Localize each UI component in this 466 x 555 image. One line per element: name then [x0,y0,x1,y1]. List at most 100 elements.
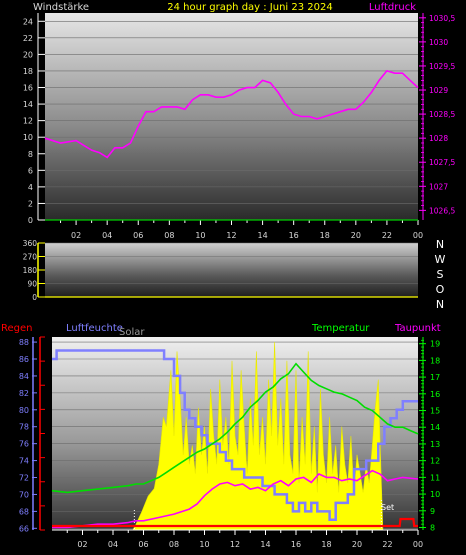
sunset-annotation: Set [381,503,394,512]
tick-label: 0 [28,216,33,225]
chart-title: 24 hour graph day : Juni 23 2024 [167,2,333,13]
tick-label: 14 [23,100,33,109]
tick-label: 00 [413,231,423,240]
tick-label: 18 [430,356,440,365]
tick-label: 9 [430,507,435,516]
tick-label: 72 [19,474,29,483]
tick-label: 90 [27,280,37,289]
compass-label: N [436,238,444,251]
pressure-axis: 1026,5 1027 1027,5 1028 1028,5 1029 1029,5 1030… [419,13,455,220]
tick-label: 16 [289,231,299,240]
tick-label: 270 [23,253,38,262]
tick-label: 12 [23,117,33,126]
time-axis-top: 02 04 06 08 10 12 14 16 18 20 22 00 [45,219,423,240]
tick-label: 1029 [429,86,448,95]
tick-label: 10 [430,490,440,499]
tick-label: 02 [71,231,81,240]
tick-label: 2 [28,199,33,208]
tick-label: 18 [23,67,33,76]
tick-label: 1029,5 [429,62,455,71]
tick-label: 14 [430,423,440,432]
solar-area [52,341,418,531]
tick-label: 10 [199,540,209,549]
tick-label: 70 [19,490,29,499]
tick-label: 1028 [429,134,448,143]
tick-label: 12 [230,540,240,549]
tick-label: 10 [23,133,33,142]
tick-label: 18 [321,540,331,549]
humidity-line [52,349,418,522]
tick-label: 1030,5 [429,14,455,23]
tick-label: 06 [138,540,148,549]
compass-label: N [436,298,444,311]
tick-label: 1030 [429,38,448,47]
tick-label: 84 [19,372,29,381]
tick-label: 1027 [429,182,448,191]
tick-label: 74 [19,457,29,466]
tick-label: 14 [257,231,267,240]
wind-pressure-grid [45,20,418,221]
tick-label: 68 [19,507,29,516]
tick-label: 88 [19,338,29,347]
tick-label: 06 [133,231,143,240]
tick-label: 02 [77,540,87,549]
tick-label: 1028,5 [429,110,455,119]
climate-series [51,341,419,531]
tick-label: 22 [23,34,33,43]
legend-dewpoint: Taupunkt [394,323,441,334]
tick-label: 24 [23,17,33,26]
tick-label: 12 [430,457,440,466]
wind-pressure-series [44,69,419,221]
wind-pressure-plot-area [45,13,418,220]
tick-label: 22 [382,231,392,240]
pressure-line [44,69,419,159]
tick-label: 18 [320,231,330,240]
tick-label: 14 [260,540,270,549]
tick-label: 8 [28,150,33,159]
wind-strength-label: Windstärke [33,2,89,13]
tick-label: 08 [169,540,179,549]
tick-label: 8 [430,523,435,532]
tick-label: 16 [430,390,440,399]
tick-label: 04 [102,231,112,240]
tick-label: 00 [413,540,423,549]
tick-label: 12 [226,231,236,240]
humidity-axis: 66 68 70 72 74 76 78 80 82 84 86 88 [19,336,45,533]
legend-solar: Solar [119,327,145,338]
tick-label: 17 [430,373,440,382]
tick-label: 86 [19,355,29,364]
tick-label: 6 [28,166,33,175]
temperature-line [51,362,419,494]
tick-label: 1026,5 [429,206,455,215]
tick-label: 08 [164,231,174,240]
legend-rain: Regen [1,323,33,334]
tick-label: 1027,5 [429,158,455,167]
tick-label: 180 [23,266,38,275]
legend-humidity: Luftfeuchte [66,323,123,334]
compass-label: O [436,283,445,296]
tick-label: 13 [430,440,440,449]
tick-label: 76 [19,440,29,449]
tick-label: 20 [23,50,33,59]
tick-label: 80 [19,406,29,415]
tick-label: 22 [382,540,392,549]
temperature-axis: 8 9 10 11 12 13 14 15 16 17 18 19 [419,337,440,532]
tick-label: 11 [430,473,440,482]
tick-label: 16 [291,540,301,549]
tick-label: 4 [28,183,33,192]
tick-label: 16 [23,84,33,93]
compass-label: S [437,268,444,281]
tick-label: 78 [19,423,29,432]
time-axis-bottom: 02 04 06 08 10 12 14 16 18 20 22 00 [52,529,423,549]
tick-label: 04 [108,540,118,549]
tick-label: 10 [195,231,205,240]
tick-label: 82 [19,389,29,398]
tick-label: 360 [23,239,38,248]
tick-label: 20 [351,231,361,240]
tick-label: 0 [32,293,37,302]
legend-temperature: Temperatur [311,323,370,334]
tick-label: 20 [352,540,362,549]
